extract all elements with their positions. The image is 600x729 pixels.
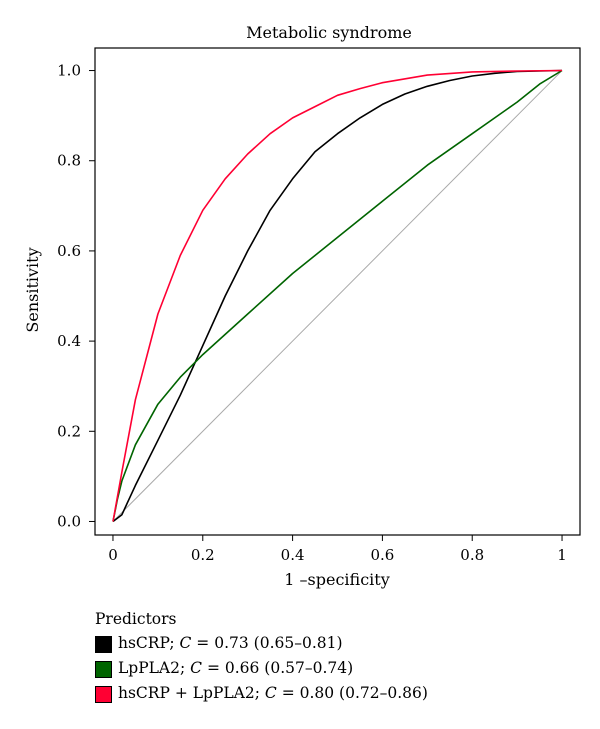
y-tick-label: 0.6 <box>57 242 81 260</box>
y-tick-label: 1.0 <box>57 62 81 80</box>
roc-chart: Metabolic syndrome Sensitivity 1 –specif… <box>23 23 581 589</box>
series-line-hscrp <box>112 69 563 523</box>
x-tick-label: 0.6 <box>370 546 394 564</box>
reference-diagonal-line <box>112 70 563 522</box>
legend-item-combined: hsCRP + LpPLA2; C = 0.80 (0.72–0.86) <box>95 684 428 705</box>
x-tick-label: 0.2 <box>191 546 215 564</box>
legend-title: Predictors <box>95 610 177 628</box>
plot-area: 0.0 0.2 0.4 0.6 0.8 1.0 0 0.2 0.4 0.6 0.8 1 <box>57 47 581 564</box>
legend-item-hscrp: hsCRP; C = 0.73 (0.65–0.81) <box>95 634 428 655</box>
y-tick-label: 0.4 <box>57 332 81 350</box>
legend-swatch-combined <box>95 685 112 703</box>
plot-frame <box>94 47 581 536</box>
x-tick-label: 0.8 <box>460 546 484 564</box>
legend-swatch-lppla2 <box>95 660 112 678</box>
legend: Predictors hsCRP; C = 0.73 (0.65–0.81) L… <box>95 610 428 709</box>
x-tick-label: 0.4 <box>281 546 305 564</box>
legend-label-hscrp: hsCRP; C = 0.73 (0.65–0.81) <box>118 634 343 653</box>
series-line-hscrp-lppla2 <box>112 69 563 522</box>
y-axis-label: Sensitivity <box>23 247 42 332</box>
x-tick-label: 1 <box>557 546 567 564</box>
legend-label-combined: hsCRP + LpPLA2; C = 0.80 (0.72–0.86) <box>118 684 428 703</box>
x-axis-label: 1 –specificity <box>284 570 389 589</box>
x-tick-label: 0 <box>108 546 118 564</box>
legend-label-lppla2: LpPLA2; C = 0.66 (0.57–0.74) <box>118 659 354 678</box>
legend-swatch-hscrp <box>95 635 112 653</box>
y-tick-label: 0.8 <box>57 152 81 170</box>
y-tick-label: 0.2 <box>57 422 81 440</box>
chart-title: Metabolic syndrome <box>246 23 412 42</box>
y-tick-label: 0.0 <box>57 512 81 530</box>
series-line-lppla2 <box>112 69 563 522</box>
legend-item-lppla2: LpPLA2; C = 0.66 (0.57–0.74) <box>95 659 428 680</box>
